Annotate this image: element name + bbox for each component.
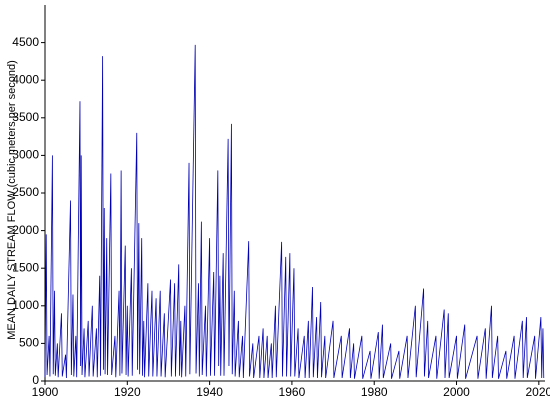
- flow-line: [44, 44, 545, 379]
- x-tick-label: 1940: [196, 385, 223, 399]
- y-tick-label: 1500: [12, 260, 39, 274]
- y-tick-label: 500: [19, 336, 39, 350]
- y-tick-label: 3500: [12, 110, 39, 124]
- x-tick-label: 2000: [443, 385, 470, 399]
- y-tick-label: 2500: [12, 185, 39, 199]
- x-tick-label: 1980: [361, 385, 388, 399]
- y-axis-label: MEAN DAILY STREAM FLOW (cubic meters per…: [6, 60, 18, 340]
- y-tick-label: 0: [32, 373, 39, 387]
- x-tick-label: 1920: [114, 385, 141, 399]
- x-tick-label: 1960: [279, 385, 306, 399]
- x-tick-label: 2020: [525, 385, 550, 399]
- x-tick-label: 1900: [32, 385, 59, 399]
- y-tick-label: 3000: [12, 148, 39, 162]
- y-tick-label: 4000: [12, 72, 39, 86]
- y-tick-label: 1000: [12, 298, 39, 312]
- y-tick-label: 2000: [12, 223, 39, 237]
- y-tick-label: 4500: [12, 35, 39, 49]
